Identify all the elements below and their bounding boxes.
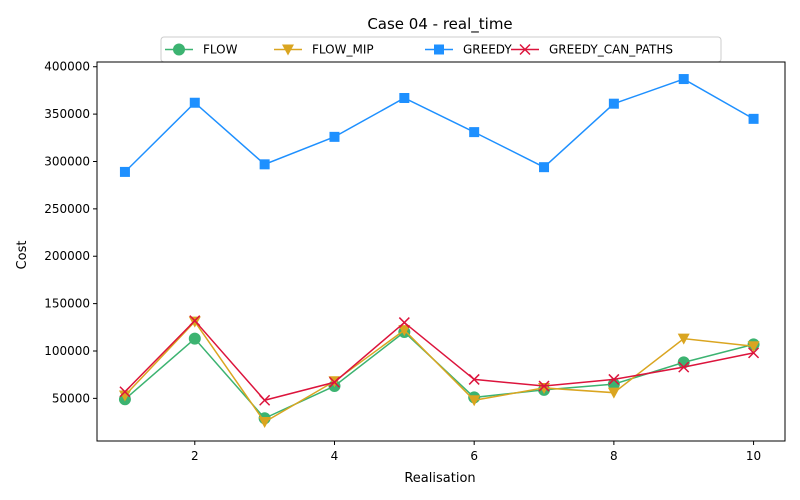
legend-label: FLOW_MIP <box>312 43 374 57</box>
y-tick-label: 200000 <box>44 249 90 263</box>
y-axis-label: Cost <box>15 241 30 270</box>
x-tick-label: 8 <box>610 449 618 463</box>
data-point-flow-mip <box>398 325 411 337</box>
data-point-flow <box>188 332 201 345</box>
legend-label: GREEDY_CAN_PATHS <box>549 43 673 57</box>
data-point-greedy <box>119 166 130 177</box>
series-line-greedy-can-paths <box>124 319 754 402</box>
x-tick-label: 10 <box>746 449 761 463</box>
legend-label: FLOW <box>203 43 238 57</box>
data-point-greedy-can-paths <box>259 394 271 406</box>
data-point-greedy-can-paths <box>189 315 201 327</box>
series-flow-mip <box>118 316 760 429</box>
data-point-greedy <box>678 74 689 85</box>
series-line-greedy <box>124 78 754 173</box>
data-point-flow-mip <box>747 341 760 353</box>
chart-title: Case 04 - real_time <box>367 15 512 34</box>
data-point-flow-mip <box>258 417 271 429</box>
y-tick-label: 250000 <box>44 202 90 216</box>
legend: FLOW FLOW_MIP GREEDY GREEDY_CAN_PATHS <box>160 36 722 63</box>
legend-item-flow: FLOW <box>165 43 238 57</box>
series-greedy <box>119 74 759 177</box>
x-axis: 2 4 6 8 10 <box>191 441 761 463</box>
data-point-greedy-can-paths <box>608 373 620 385</box>
data-point-flow-mip <box>468 395 481 407</box>
data-point-greedy <box>329 131 340 142</box>
y-tick-label: 300000 <box>44 154 90 168</box>
x-tick-label: 6 <box>470 449 478 463</box>
data-point-greedy-can-paths <box>538 380 550 392</box>
data-point-flow-mip <box>118 390 131 402</box>
data-point-greedy <box>189 97 200 108</box>
data-point-greedy-can-paths <box>328 376 341 388</box>
data-point-flow-mip <box>677 333 690 345</box>
data-point-greedy <box>539 162 550 173</box>
data-point-greedy-can-paths <box>398 317 410 329</box>
x-tick-label: 2 <box>191 449 199 463</box>
data-point-greedy-can-paths <box>119 386 131 398</box>
data-point-greedy-can-paths <box>468 373 480 385</box>
y-tick-label: 350000 <box>44 107 90 121</box>
series-greedy-can-paths <box>119 315 760 406</box>
data-point-greedy-can-paths <box>678 361 690 373</box>
y-tick-label: 150000 <box>44 297 90 311</box>
data-point-greedy <box>399 93 410 104</box>
legend-item-flow-mip: FLOW_MIP <box>274 43 374 57</box>
legend-marker-greedy-can-paths <box>519 43 531 56</box>
legend-item-greedy-can-paths: GREEDY_CAN_PATHS <box>511 43 673 57</box>
y-axis: 50000 100000 150000 200000 250000 300000 35000… <box>44 60 97 405</box>
legend-marker-flow <box>173 43 185 56</box>
data-point-greedy <box>608 98 619 109</box>
legend-item-greedy: GREEDY <box>425 43 512 57</box>
data-point-greedy <box>748 113 759 124</box>
legend-label: GREEDY <box>463 43 512 57</box>
x-axis-label: Realisation <box>404 471 475 486</box>
y-tick-label: 100000 <box>44 344 90 358</box>
series-line-flow <box>124 331 754 420</box>
data-point-greedy-can-paths <box>748 347 760 359</box>
data-point-greedy <box>469 127 480 138</box>
series-flow <box>118 326 760 425</box>
legend-marker-flow-mip <box>282 44 294 56</box>
plot-area <box>96 61 786 442</box>
y-tick-label: 50000 <box>52 391 90 405</box>
y-tick-label: 400000 <box>44 60 90 74</box>
x-tick-label: 4 <box>331 449 339 463</box>
data-point-greedy <box>259 159 270 170</box>
series-line-flow-mip <box>124 320 754 424</box>
data-point-flow-mip <box>188 316 201 328</box>
data-point-flow-mip <box>607 387 620 399</box>
series-layer <box>118 74 760 429</box>
legend-marker-greedy <box>434 44 444 55</box>
